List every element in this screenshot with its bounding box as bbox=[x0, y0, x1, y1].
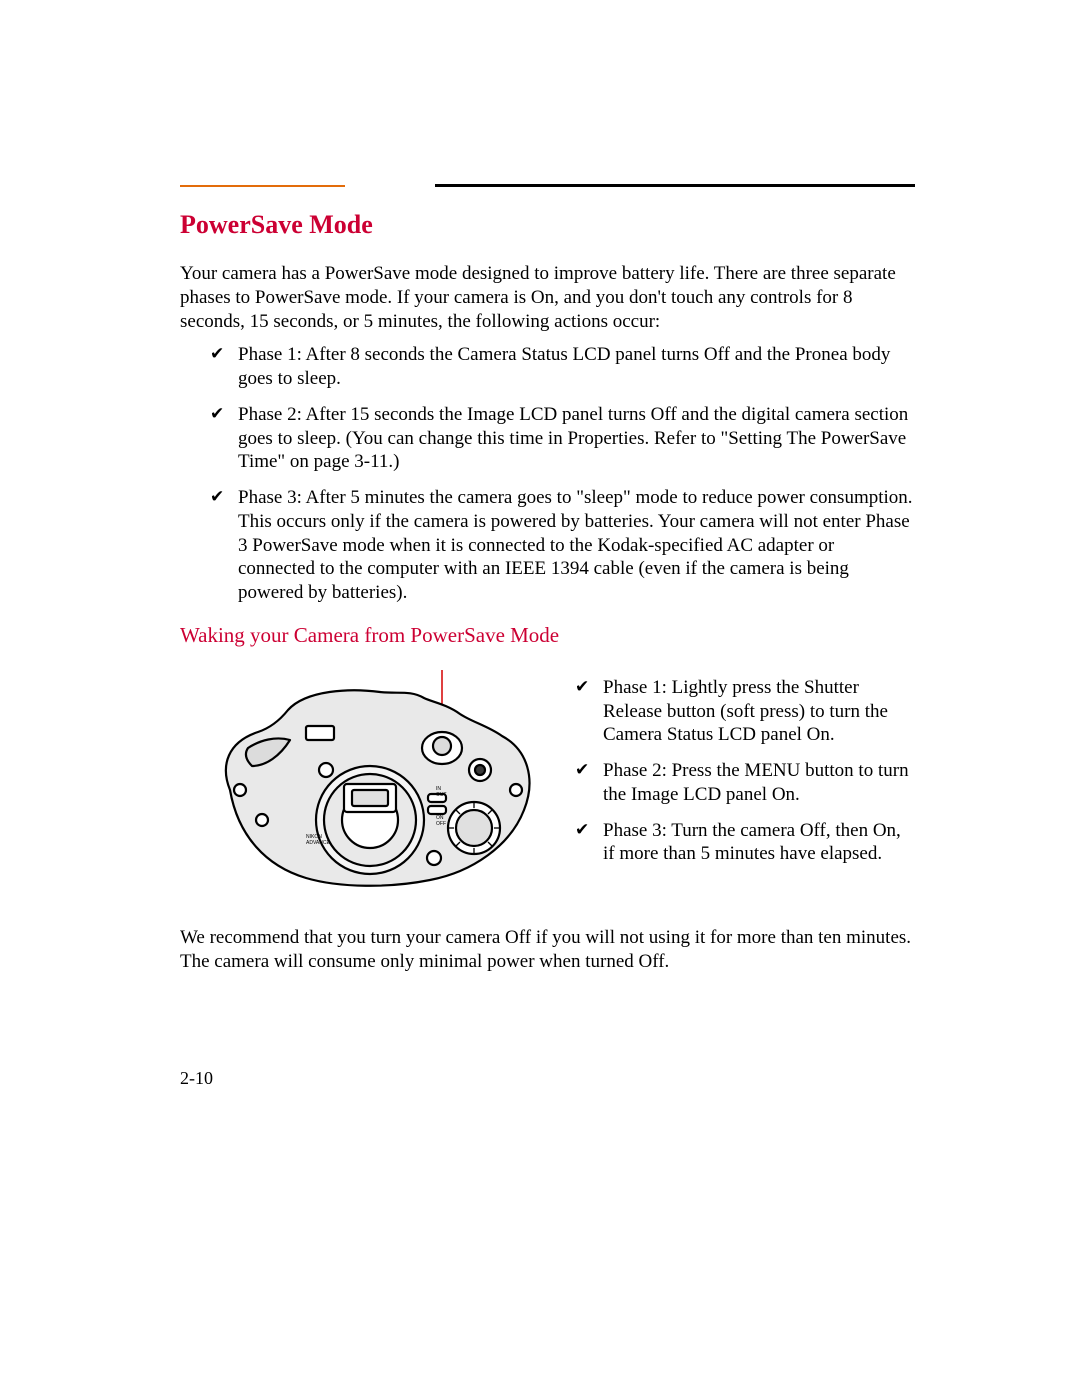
wake-step-item: Phase 1: Lightly press the Shutter Relea… bbox=[575, 676, 915, 747]
phase-item: Phase 3: After 5 minutes the camera goes… bbox=[180, 486, 915, 605]
illustration-row: NIKON ADVANCE IN OUT ON OFF Phase 1: Lig… bbox=[180, 670, 915, 900]
camera-svg: NIKON ADVANCE IN OUT ON OFF bbox=[210, 670, 545, 900]
phases-list: Phase 1: After 8 seconds the Camera Stat… bbox=[180, 343, 915, 605]
wake-steps-column: Phase 1: Lightly press the Shutter Relea… bbox=[575, 670, 915, 884]
header-rule bbox=[180, 184, 915, 188]
wake-steps-list: Phase 1: Lightly press the Shutter Relea… bbox=[575, 676, 915, 866]
header-rule-right bbox=[435, 184, 915, 187]
page-number: 2-10 bbox=[180, 1068, 213, 1089]
svg-text:OUT: OUT bbox=[436, 792, 447, 798]
wake-step-item: Phase 3: Turn the camera Off, then On, i… bbox=[575, 819, 915, 867]
wake-step-item: Phase 2: Press the MENU button to turn t… bbox=[575, 759, 915, 807]
intro-paragraph: Your camera has a PowerSave mode designe… bbox=[180, 262, 915, 333]
phase-item: Phase 2: After 15 seconds the Image LCD … bbox=[180, 403, 915, 474]
header-rule-left bbox=[180, 185, 345, 187]
content-block: PowerSave Mode Your camera has a PowerSa… bbox=[180, 210, 915, 983]
page: PowerSave Mode Your camera has a PowerSa… bbox=[0, 0, 1080, 1397]
svg-text:OFF: OFF bbox=[436, 821, 446, 827]
subsection-title: Waking your Camera from PowerSave Mode bbox=[180, 623, 915, 648]
section-title: PowerSave Mode bbox=[180, 210, 915, 240]
closing-paragraph: We recommend that you turn your camera O… bbox=[180, 926, 915, 974]
phase-item: Phase 1: After 8 seconds the Camera Stat… bbox=[180, 343, 915, 391]
svg-text:ADVANCE: ADVANCE bbox=[306, 840, 330, 846]
camera-illustration: NIKON ADVANCE IN OUT ON OFF bbox=[210, 670, 545, 900]
